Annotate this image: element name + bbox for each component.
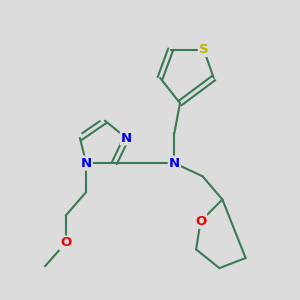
Text: N: N <box>81 157 92 169</box>
Text: N: N <box>121 131 132 145</box>
Text: S: S <box>199 43 208 56</box>
Text: N: N <box>169 157 180 169</box>
Text: O: O <box>60 236 71 250</box>
Text: O: O <box>195 215 206 228</box>
